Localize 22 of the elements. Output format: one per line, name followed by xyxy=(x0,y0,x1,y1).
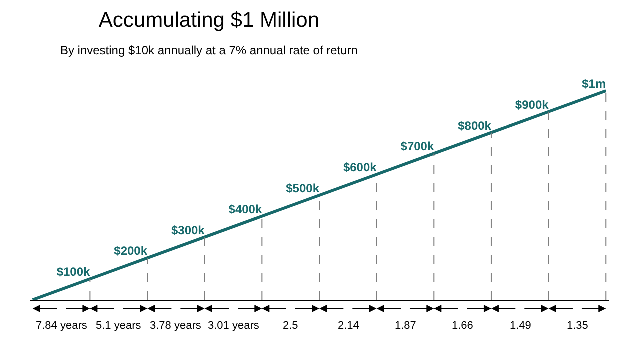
text: 1.66 xyxy=(452,320,474,332)
data-label: $900k xyxy=(515,98,550,112)
text: 2.14 xyxy=(338,320,360,332)
data-label: $300k xyxy=(171,223,206,238)
text: 1.49 xyxy=(510,320,532,332)
data-label: $600k xyxy=(343,160,378,175)
text: 3.01 years xyxy=(208,320,260,332)
chart-title: Accumulating $1 Million xyxy=(98,9,320,32)
data-label: $100k xyxy=(56,265,91,280)
data-label: $700k xyxy=(400,140,434,154)
data-label: $400k xyxy=(228,202,262,216)
data-label: $500k xyxy=(286,182,320,196)
chart-subtitle: By investing $10k annually at a 7% annual rate of return xyxy=(60,44,358,58)
data-label: $1m xyxy=(582,77,606,91)
text: 2.5 xyxy=(283,320,298,332)
text: 5.1 years xyxy=(96,320,142,332)
text: 3.78 years xyxy=(150,320,202,332)
text: 7.84 years xyxy=(36,320,88,332)
text: 1.35 xyxy=(567,320,588,332)
data-label: $200k xyxy=(114,244,148,258)
data-label: $800k xyxy=(458,118,492,133)
text: 1.87 xyxy=(395,320,416,332)
